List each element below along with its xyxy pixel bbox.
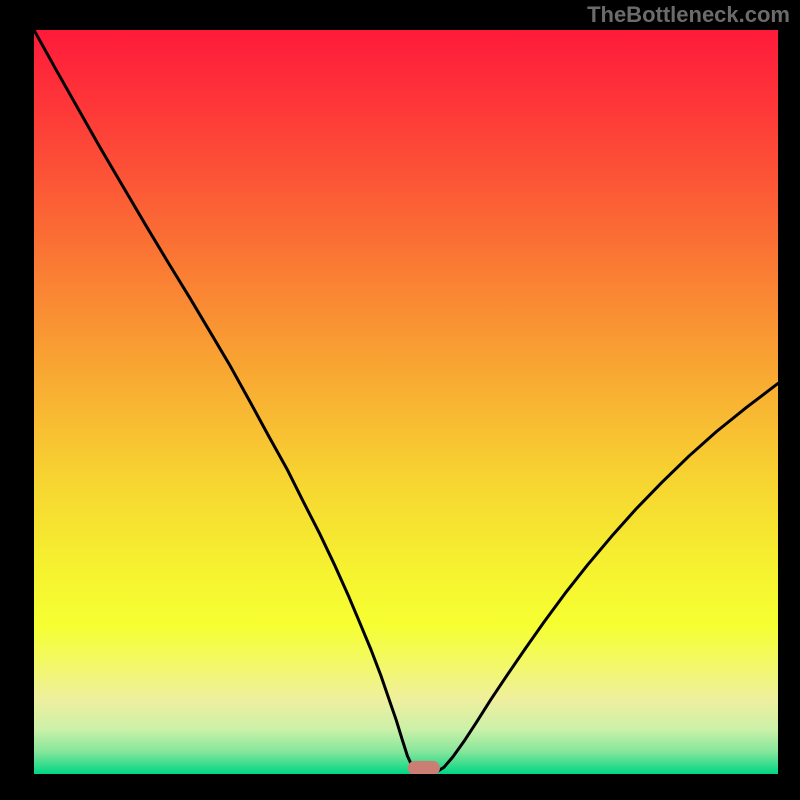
plot-area [34,30,778,774]
minimum-marker [408,761,439,774]
gradient-background [34,30,778,774]
chart-frame: TheBottleneck.com [0,0,800,800]
chart-svg [34,30,778,774]
watermark-text: TheBottleneck.com [587,2,790,28]
